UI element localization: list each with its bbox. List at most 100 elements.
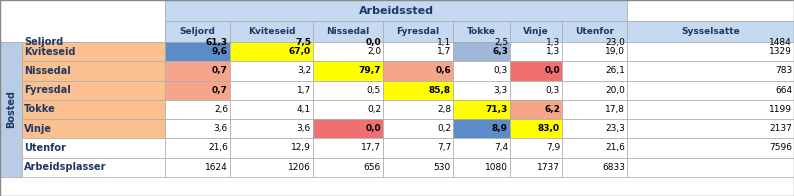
Bar [383,158,453,177]
Text: 6,2: 6,2 [544,105,560,114]
Text: 2,8: 2,8 [437,105,451,114]
Bar [510,61,562,81]
Bar [230,42,313,61]
Bar [383,21,453,42]
Text: 1,7: 1,7 [297,86,311,95]
Bar [383,81,453,100]
Text: 664: 664 [775,86,792,95]
Bar [383,119,453,138]
Bar [230,21,313,42]
Bar [22,138,165,158]
Text: 26,1: 26,1 [605,66,625,75]
Text: 783: 783 [775,66,792,75]
Bar [313,42,383,61]
Bar [165,21,230,42]
Text: 1,7: 1,7 [437,47,451,56]
Bar [313,81,383,100]
Bar [165,61,230,81]
Bar [453,100,510,119]
Bar [313,21,383,42]
Bar [562,42,627,61]
Text: 17,7: 17,7 [361,143,381,152]
Text: 1,1: 1,1 [437,37,451,46]
Bar [562,158,627,177]
Bar [510,158,562,177]
Text: 71,3: 71,3 [486,105,508,114]
Text: Tokke: Tokke [467,27,496,36]
Text: 1199: 1199 [769,105,792,114]
Text: 6833: 6833 [602,163,625,172]
Text: 0,0: 0,0 [545,66,560,75]
Bar [165,42,230,61]
Text: Kviteseid: Kviteseid [24,47,75,57]
Bar [510,81,562,100]
Text: 23,3: 23,3 [605,124,625,133]
Text: 20,0: 20,0 [605,86,625,95]
Text: 2,5: 2,5 [494,37,508,46]
Bar [313,61,383,81]
Text: 0,5: 0,5 [367,86,381,95]
Text: 1624: 1624 [206,163,228,172]
Text: 7,9: 7,9 [545,143,560,152]
Text: 1080: 1080 [485,163,508,172]
Text: 6,3: 6,3 [492,47,508,56]
Bar [383,100,453,119]
Text: Sysselsatte: Sysselsatte [681,27,740,36]
Text: 3,3: 3,3 [494,86,508,95]
Text: 7,4: 7,4 [494,143,508,152]
Text: 0,2: 0,2 [437,124,451,133]
Bar [453,21,510,42]
Text: 61,3: 61,3 [206,37,228,46]
Bar [453,158,510,177]
Text: 17,8: 17,8 [605,105,625,114]
Bar [165,100,230,119]
Bar [230,61,313,81]
Text: 2137: 2137 [769,124,792,133]
Text: 0,7: 0,7 [212,66,228,75]
Text: 0,3: 0,3 [494,66,508,75]
Text: Fyresdal: Fyresdal [24,85,71,95]
Text: 1737: 1737 [537,163,560,172]
Bar [165,0,627,21]
Bar [627,0,794,21]
Text: 0,6: 0,6 [435,66,451,75]
Text: 1484: 1484 [769,37,792,46]
Bar [22,158,165,177]
Text: 1,3: 1,3 [545,37,560,46]
Text: 0,0: 0,0 [365,37,381,46]
Bar [453,61,510,81]
Text: 79,7: 79,7 [359,66,381,75]
Bar [313,119,383,138]
Text: 21,6: 21,6 [605,143,625,152]
Bar [562,119,627,138]
Text: 2,6: 2,6 [214,105,228,114]
Text: 3,6: 3,6 [214,124,228,133]
Bar [313,100,383,119]
Bar [165,158,230,177]
Text: 3,2: 3,2 [297,66,311,75]
Bar [627,42,794,61]
Bar [510,42,562,61]
Bar [230,119,313,138]
Bar [22,119,165,138]
Bar [627,61,794,81]
Text: 3,6: 3,6 [297,124,311,133]
Text: 530: 530 [434,163,451,172]
Text: 1329: 1329 [769,47,792,56]
Bar [510,100,562,119]
Text: 21,6: 21,6 [208,143,228,152]
Text: 83,0: 83,0 [538,124,560,133]
Text: 85,8: 85,8 [429,86,451,95]
Bar [562,138,627,158]
Bar [22,42,165,61]
Bar [627,119,794,138]
Bar [383,61,453,81]
Text: 19,0: 19,0 [605,47,625,56]
Text: Arbeidssted: Arbeidssted [359,5,434,15]
Bar [230,100,313,119]
Bar [22,81,165,100]
Text: Utenfor: Utenfor [24,143,66,153]
Text: 1,3: 1,3 [545,47,560,56]
Text: 0,7: 0,7 [212,86,228,95]
Text: 4,1: 4,1 [297,105,311,114]
